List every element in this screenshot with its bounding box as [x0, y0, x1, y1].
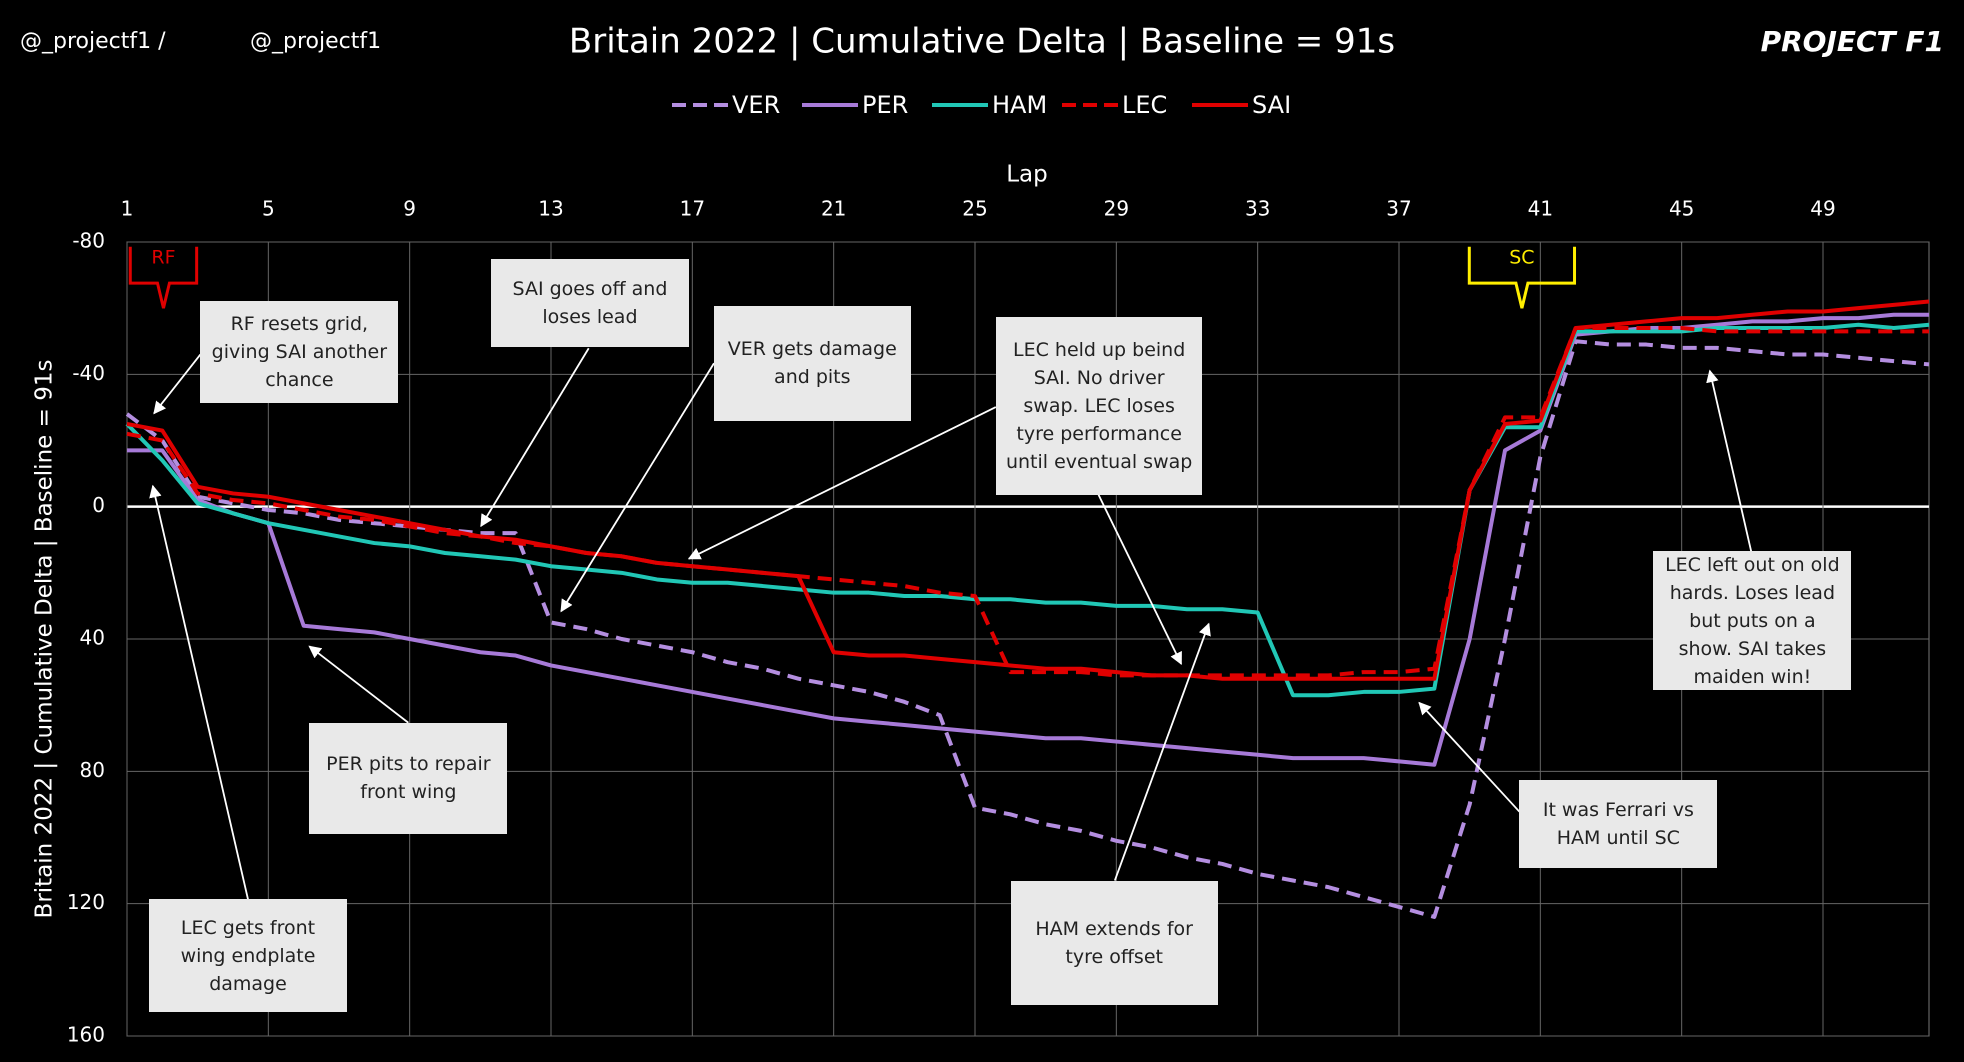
- x-tick-label: 49: [1810, 197, 1835, 221]
- series-line: [126, 326, 1929, 678]
- x-tick-label: 5: [262, 197, 275, 221]
- annotation-box: LEC left out on old hards. Loses lead bu…: [1653, 551, 1852, 691]
- series-line: [126, 299, 1930, 681]
- x-tick-label: 29: [1104, 197, 1129, 221]
- x-tick-label: 9: [403, 197, 416, 221]
- annotation-box: HAM extends for tyre offset: [1010, 880, 1218, 1005]
- annotation-box: RF resets grid, giving SAI another chanc…: [200, 300, 399, 404]
- annotation-box: LEC held up beind SAI. No driver swap. L…: [995, 316, 1203, 495]
- annotation-arrow: [687, 406, 997, 560]
- annotation-box: VER gets damage and pits: [713, 305, 911, 421]
- legend-label: HAM: [992, 91, 1047, 119]
- x-tick-label: 33: [1245, 197, 1270, 221]
- annotation-box: It was Ferrari vs HAM until SC: [1519, 780, 1718, 869]
- annotation-arrow: [1706, 369, 1753, 552]
- annotation-arrow: [1113, 622, 1211, 881]
- annotation-arrow: [308, 645, 409, 724]
- x-tick-label: 17: [680, 197, 705, 221]
- y-tick-label: 40: [80, 626, 105, 650]
- chart-title: Britain 2022 | Cumulative Delta | Baseli…: [569, 22, 1395, 62]
- series-line: [125, 322, 1930, 698]
- x-tick-label: 45: [1669, 197, 1694, 221]
- legend-label: VER: [732, 91, 780, 119]
- x-tick-label: 13: [538, 197, 563, 221]
- handle-right: @_projectf1: [250, 29, 381, 54]
- x-axis-label: Lap: [1006, 162, 1048, 188]
- y-tick-label: -40: [72, 361, 105, 385]
- x-tick-label: 1: [121, 197, 134, 221]
- y-tick-label: 160: [67, 1023, 105, 1047]
- y-tick-label: 80: [80, 758, 105, 782]
- y-tick-label: -80: [72, 229, 105, 253]
- annotation-arrow: [149, 484, 249, 900]
- x-tick-label: 25: [962, 197, 987, 221]
- annotation-box: LEC gets front wing endplate damage: [149, 899, 347, 1013]
- annotation-arrow: [480, 347, 590, 528]
- annotation-arrow: [153, 353, 202, 415]
- y-axis-label: Britain 2022 | Cumulative Delta | Baseli…: [32, 360, 58, 919]
- y-tick-label: 120: [67, 890, 105, 914]
- marker-label: SC: [1509, 247, 1534, 269]
- annotation-box: SAI goes off and loses lead: [491, 259, 689, 347]
- x-tick-label: 21: [821, 197, 846, 221]
- logo: PROJECT F1: [1761, 25, 1944, 58]
- x-tick-label: 41: [1528, 197, 1553, 221]
- marker-brace: [1467, 246, 1577, 309]
- x-tick-label: 37: [1386, 197, 1411, 221]
- annotation-arrow: [1097, 494, 1183, 666]
- marker-label: RF: [151, 247, 175, 269]
- annotation-arrow: [560, 362, 715, 613]
- marker-brace: [128, 246, 199, 309]
- legend-label: LEC: [1122, 91, 1167, 119]
- annotation-arrow: [1418, 701, 1521, 813]
- legend-label: SAI: [1252, 91, 1291, 119]
- legend-label: PER: [862, 91, 908, 119]
- annotation-box: PER pits to repair front wing: [309, 722, 508, 835]
- handle-left: @_projectf1 /: [20, 29, 166, 54]
- y-tick-label: 0: [92, 493, 105, 517]
